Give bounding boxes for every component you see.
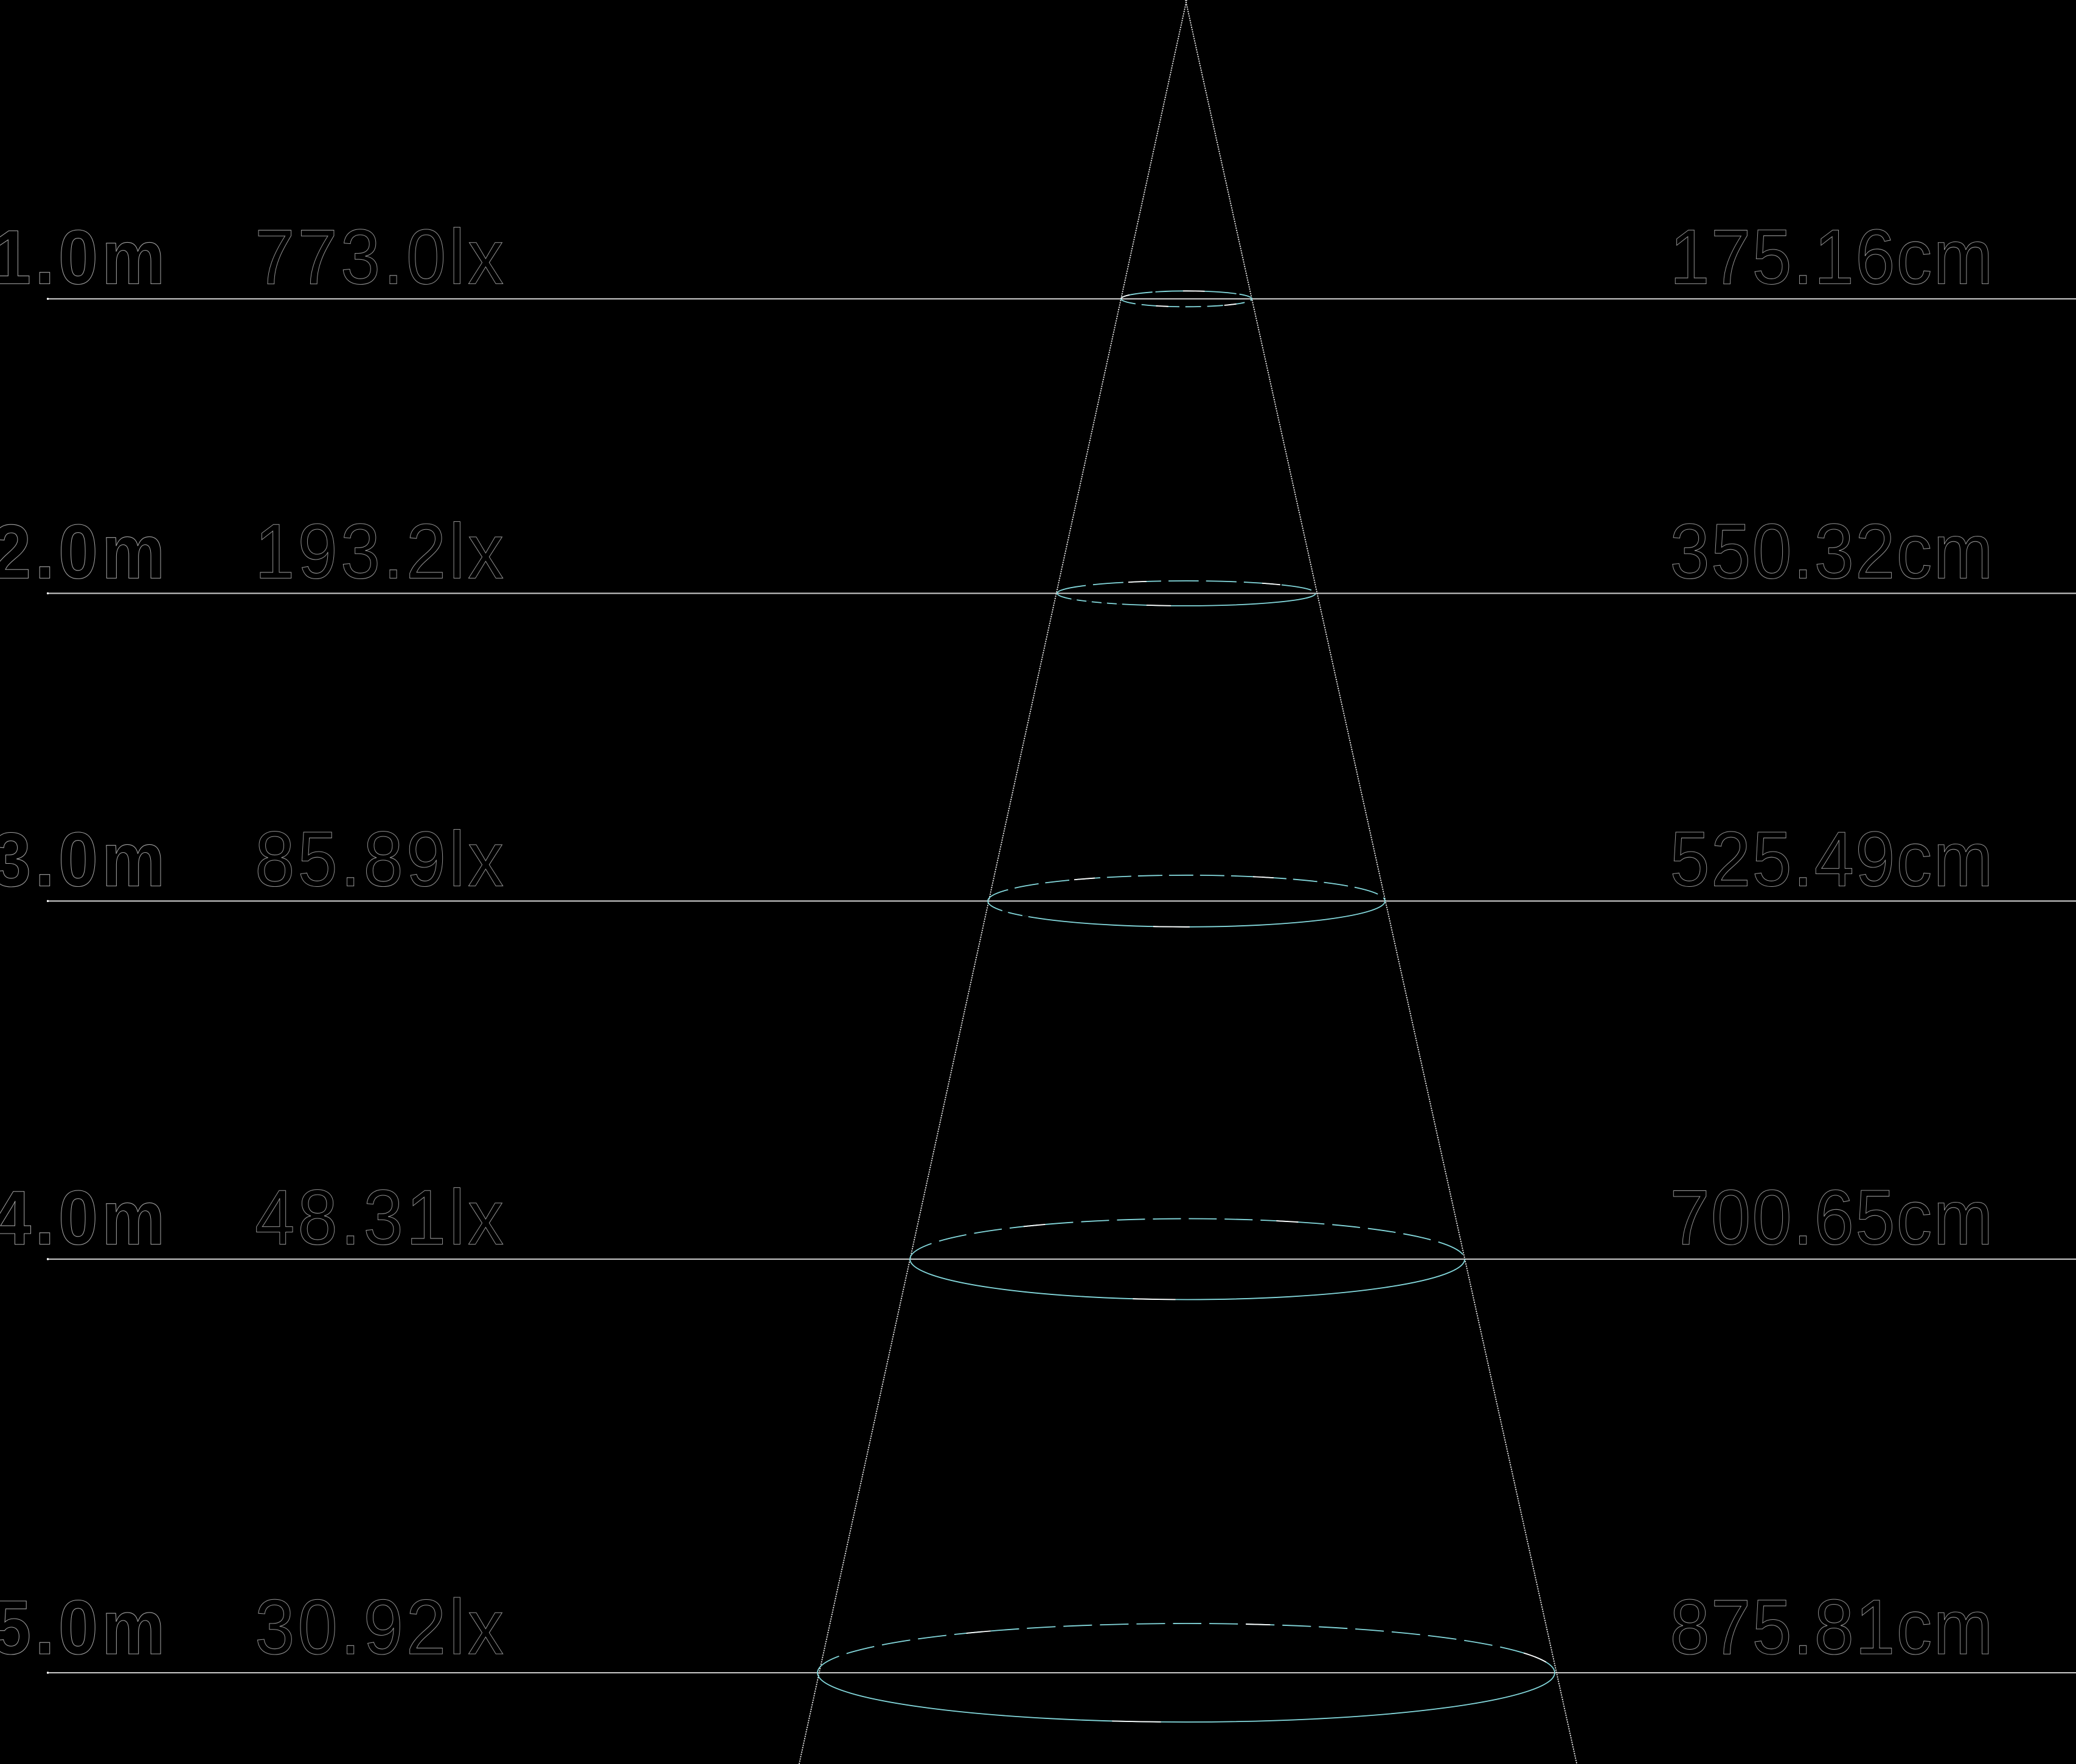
svg-text:1.0m: 1.0m xyxy=(0,215,168,300)
svg-text:2.0m: 2.0m xyxy=(0,509,168,595)
svg-text:175.16cm: 175.16cm xyxy=(1670,214,1994,301)
svg-text:193.2lx: 193.2lx xyxy=(255,509,507,596)
svg-text:700.65cm: 700.65cm xyxy=(1670,1175,1994,1262)
svg-text:3.0m: 3.0m xyxy=(0,817,168,903)
svg-text:4.0m: 4.0m xyxy=(0,1175,168,1261)
svg-text:875.81cm: 875.81cm xyxy=(1670,1585,1994,1672)
svg-text:5.0m: 5.0m xyxy=(0,1585,168,1670)
svg-text:30.92lx: 30.92lx xyxy=(255,1585,507,1672)
svg-text:48.31lx: 48.31lx xyxy=(255,1175,507,1262)
svg-text:350.32cm: 350.32cm xyxy=(1670,509,1994,596)
svg-text:525.49cm: 525.49cm xyxy=(1670,816,1994,903)
svg-text:85.89lx: 85.89lx xyxy=(255,816,507,903)
svg-text:773.0lx: 773.0lx xyxy=(255,214,507,301)
